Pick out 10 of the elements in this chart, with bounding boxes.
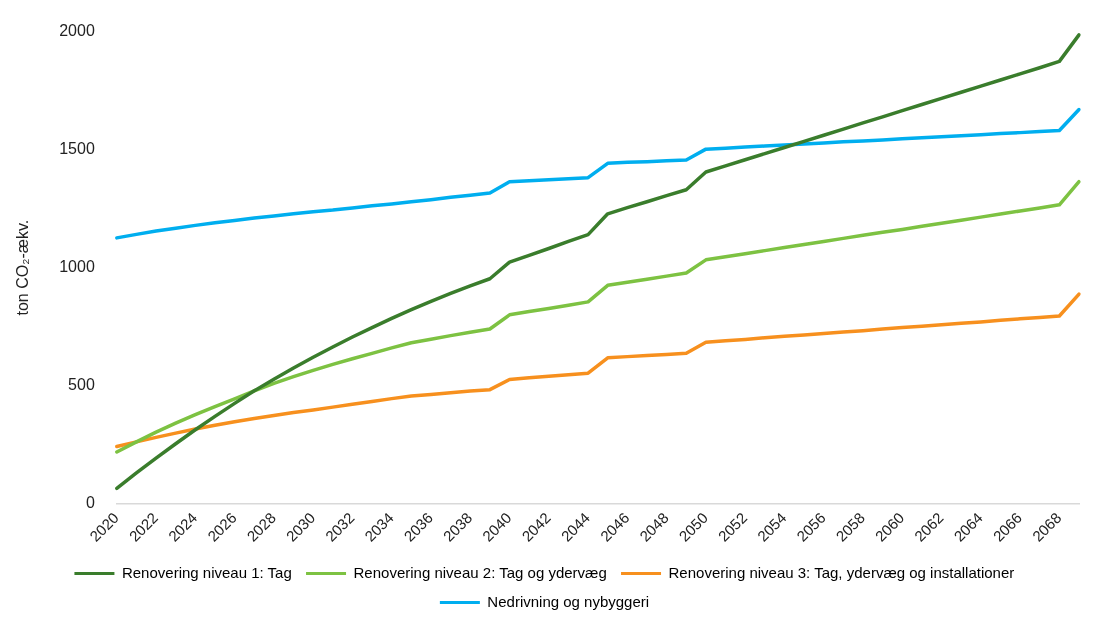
- y-tick-label: 2000: [59, 22, 95, 40]
- y-tick-label: 1000: [59, 258, 95, 276]
- y-tick-label: 500: [68, 376, 95, 394]
- legend-label: Nedrivning og nybyggeri: [487, 592, 650, 610]
- legend-label: Renovering niveau 2: Tag og ydervæg: [353, 563, 607, 581]
- y-tick-label: 0: [85, 494, 95, 512]
- y-axis-title: ton CO₂-ækv.: [14, 219, 32, 316]
- y-tick-label: 1500: [59, 140, 95, 158]
- legend-label: Renovering niveau 1: Tag: [121, 563, 292, 581]
- legend-label: Renovering niveau 3: Tag, ydervæg og installationer: [668, 563, 1015, 581]
